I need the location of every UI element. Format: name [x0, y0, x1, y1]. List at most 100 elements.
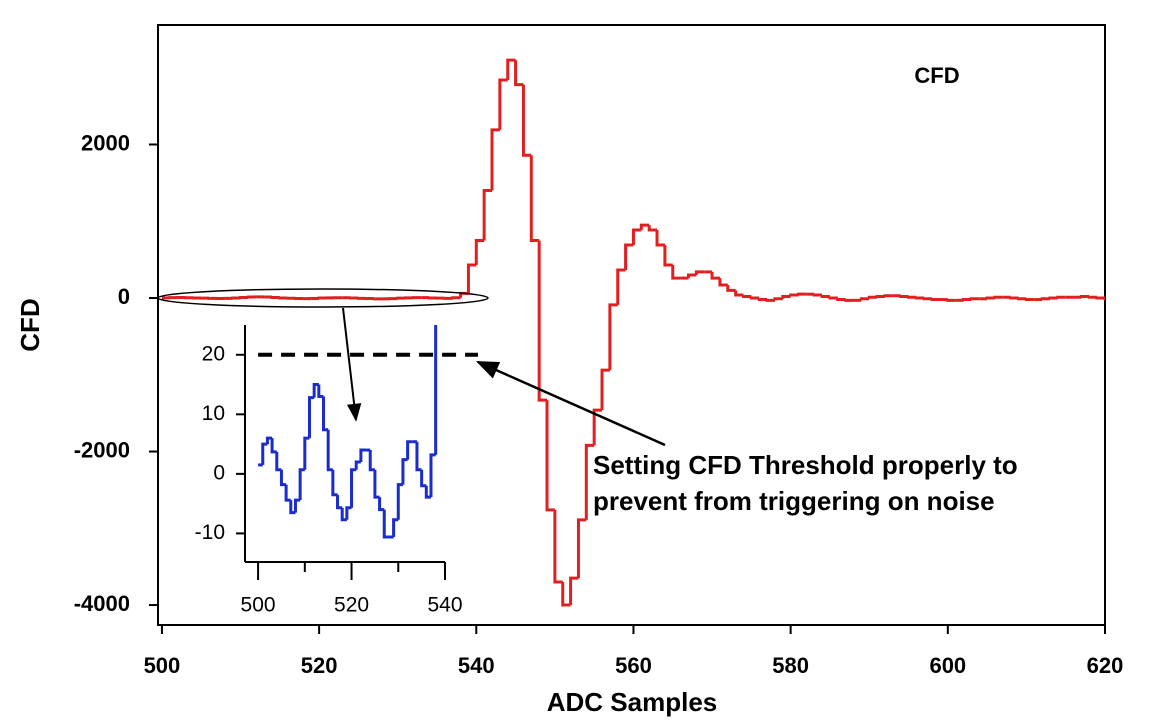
step-segment [1024, 298, 1035, 302]
inset-x-tick-label: 520 [334, 594, 369, 617]
step-segment [922, 297, 933, 301]
main-series [161, 58, 1105, 607]
step-segment [284, 484, 291, 502]
step-segment [451, 296, 461, 300]
step-segment [307, 396, 315, 439]
step-segment [401, 458, 408, 485]
step-segment [359, 448, 366, 462]
step-segment [537, 240, 548, 402]
step-segment [773, 297, 783, 301]
step-segment [584, 443, 595, 520]
step-segment [741, 294, 752, 298]
step-segment [270, 438, 277, 454]
step-segment [545, 400, 555, 512]
step-segment [275, 451, 282, 472]
step-segment [576, 518, 587, 579]
y-tick-label: 2000 [81, 130, 130, 155]
step-segment [710, 271, 720, 280]
step-segment [930, 298, 940, 302]
step-segment [1009, 296, 1019, 300]
annotation: prevent from triggering on noise [593, 486, 995, 516]
step-segment [1087, 295, 1098, 299]
step-segment [671, 265, 681, 280]
arrow [475, 360, 666, 447]
step-segment [482, 189, 493, 241]
step-segment [553, 509, 563, 584]
step-segment [985, 296, 995, 300]
step-segment [265, 436, 273, 445]
step-segment [757, 298, 768, 302]
step-segment [907, 295, 917, 299]
step-segment [789, 293, 799, 297]
step-segment [812, 293, 823, 297]
step-segment [844, 298, 854, 302]
inset-x-tick-label: 540 [427, 594, 462, 617]
step-segment [616, 268, 626, 305]
y-axis-label: CFD [15, 298, 45, 351]
step-segment [734, 290, 744, 297]
step-segment [765, 298, 775, 302]
step-segment [303, 436, 310, 470]
step-segment [914, 296, 925, 300]
step-segment [424, 485, 431, 499]
step-segment [298, 468, 305, 501]
step-segment [336, 494, 343, 510]
step-segment [993, 295, 1003, 299]
step-segment [514, 60, 524, 87]
step-segment [289, 500, 296, 515]
step-segment [340, 507, 347, 522]
step-segment [261, 442, 268, 465]
step-segment [396, 483, 403, 520]
step-segment [631, 228, 642, 246]
x-tick-label: 600 [929, 653, 966, 678]
y-tick-label: -2000 [74, 437, 130, 462]
step-segment [420, 469, 427, 488]
step-segment [836, 298, 846, 302]
step-segment [382, 509, 389, 539]
step-segment [368, 450, 375, 472]
step-segment [317, 384, 324, 398]
x-tick-label: 520 [301, 653, 338, 678]
step-segment [354, 460, 361, 470]
inset-y-tick-label: 20 [202, 342, 225, 365]
step-segment [246, 295, 257, 299]
step-segment [663, 245, 673, 267]
step-segment [1079, 294, 1090, 298]
plot-frame [157, 24, 1106, 626]
step-segment [490, 128, 500, 191]
step-segment [726, 284, 736, 292]
step-segment [749, 296, 760, 300]
step-segment [655, 230, 665, 247]
x-axis-label: ADC Samples [547, 687, 718, 717]
step-segment [1048, 296, 1058, 300]
step-segment [350, 468, 357, 508]
step-segment [867, 295, 878, 299]
step-segment [569, 576, 579, 606]
step-segment [429, 453, 436, 498]
inset-series [258, 325, 438, 539]
step-segment [322, 396, 329, 432]
step-segment [312, 383, 319, 398]
step-segment [883, 294, 893, 298]
x-tick-label: 580 [772, 653, 809, 678]
step-segment [378, 497, 385, 512]
step-segment [969, 297, 980, 301]
step-segment [1017, 297, 1027, 301]
step-segment [498, 78, 508, 130]
inset-y-tick-label: 10 [202, 402, 225, 425]
x-tick-label: 560 [615, 653, 652, 678]
step-segment [875, 294, 885, 298]
step-segment [608, 303, 618, 371]
step-segment [331, 469, 338, 497]
y-tick-label: -4000 [74, 591, 130, 616]
step-segment [820, 294, 830, 298]
step-segment [962, 298, 972, 302]
step-segment [326, 429, 333, 472]
step-segment [686, 273, 697, 279]
step-segment [392, 518, 399, 537]
x-tick-label: 500 [144, 653, 181, 678]
step-segment [600, 368, 610, 411]
step-segment [639, 223, 650, 231]
step-segment [1103, 297, 1105, 301]
inset-background [245, 325, 445, 562]
